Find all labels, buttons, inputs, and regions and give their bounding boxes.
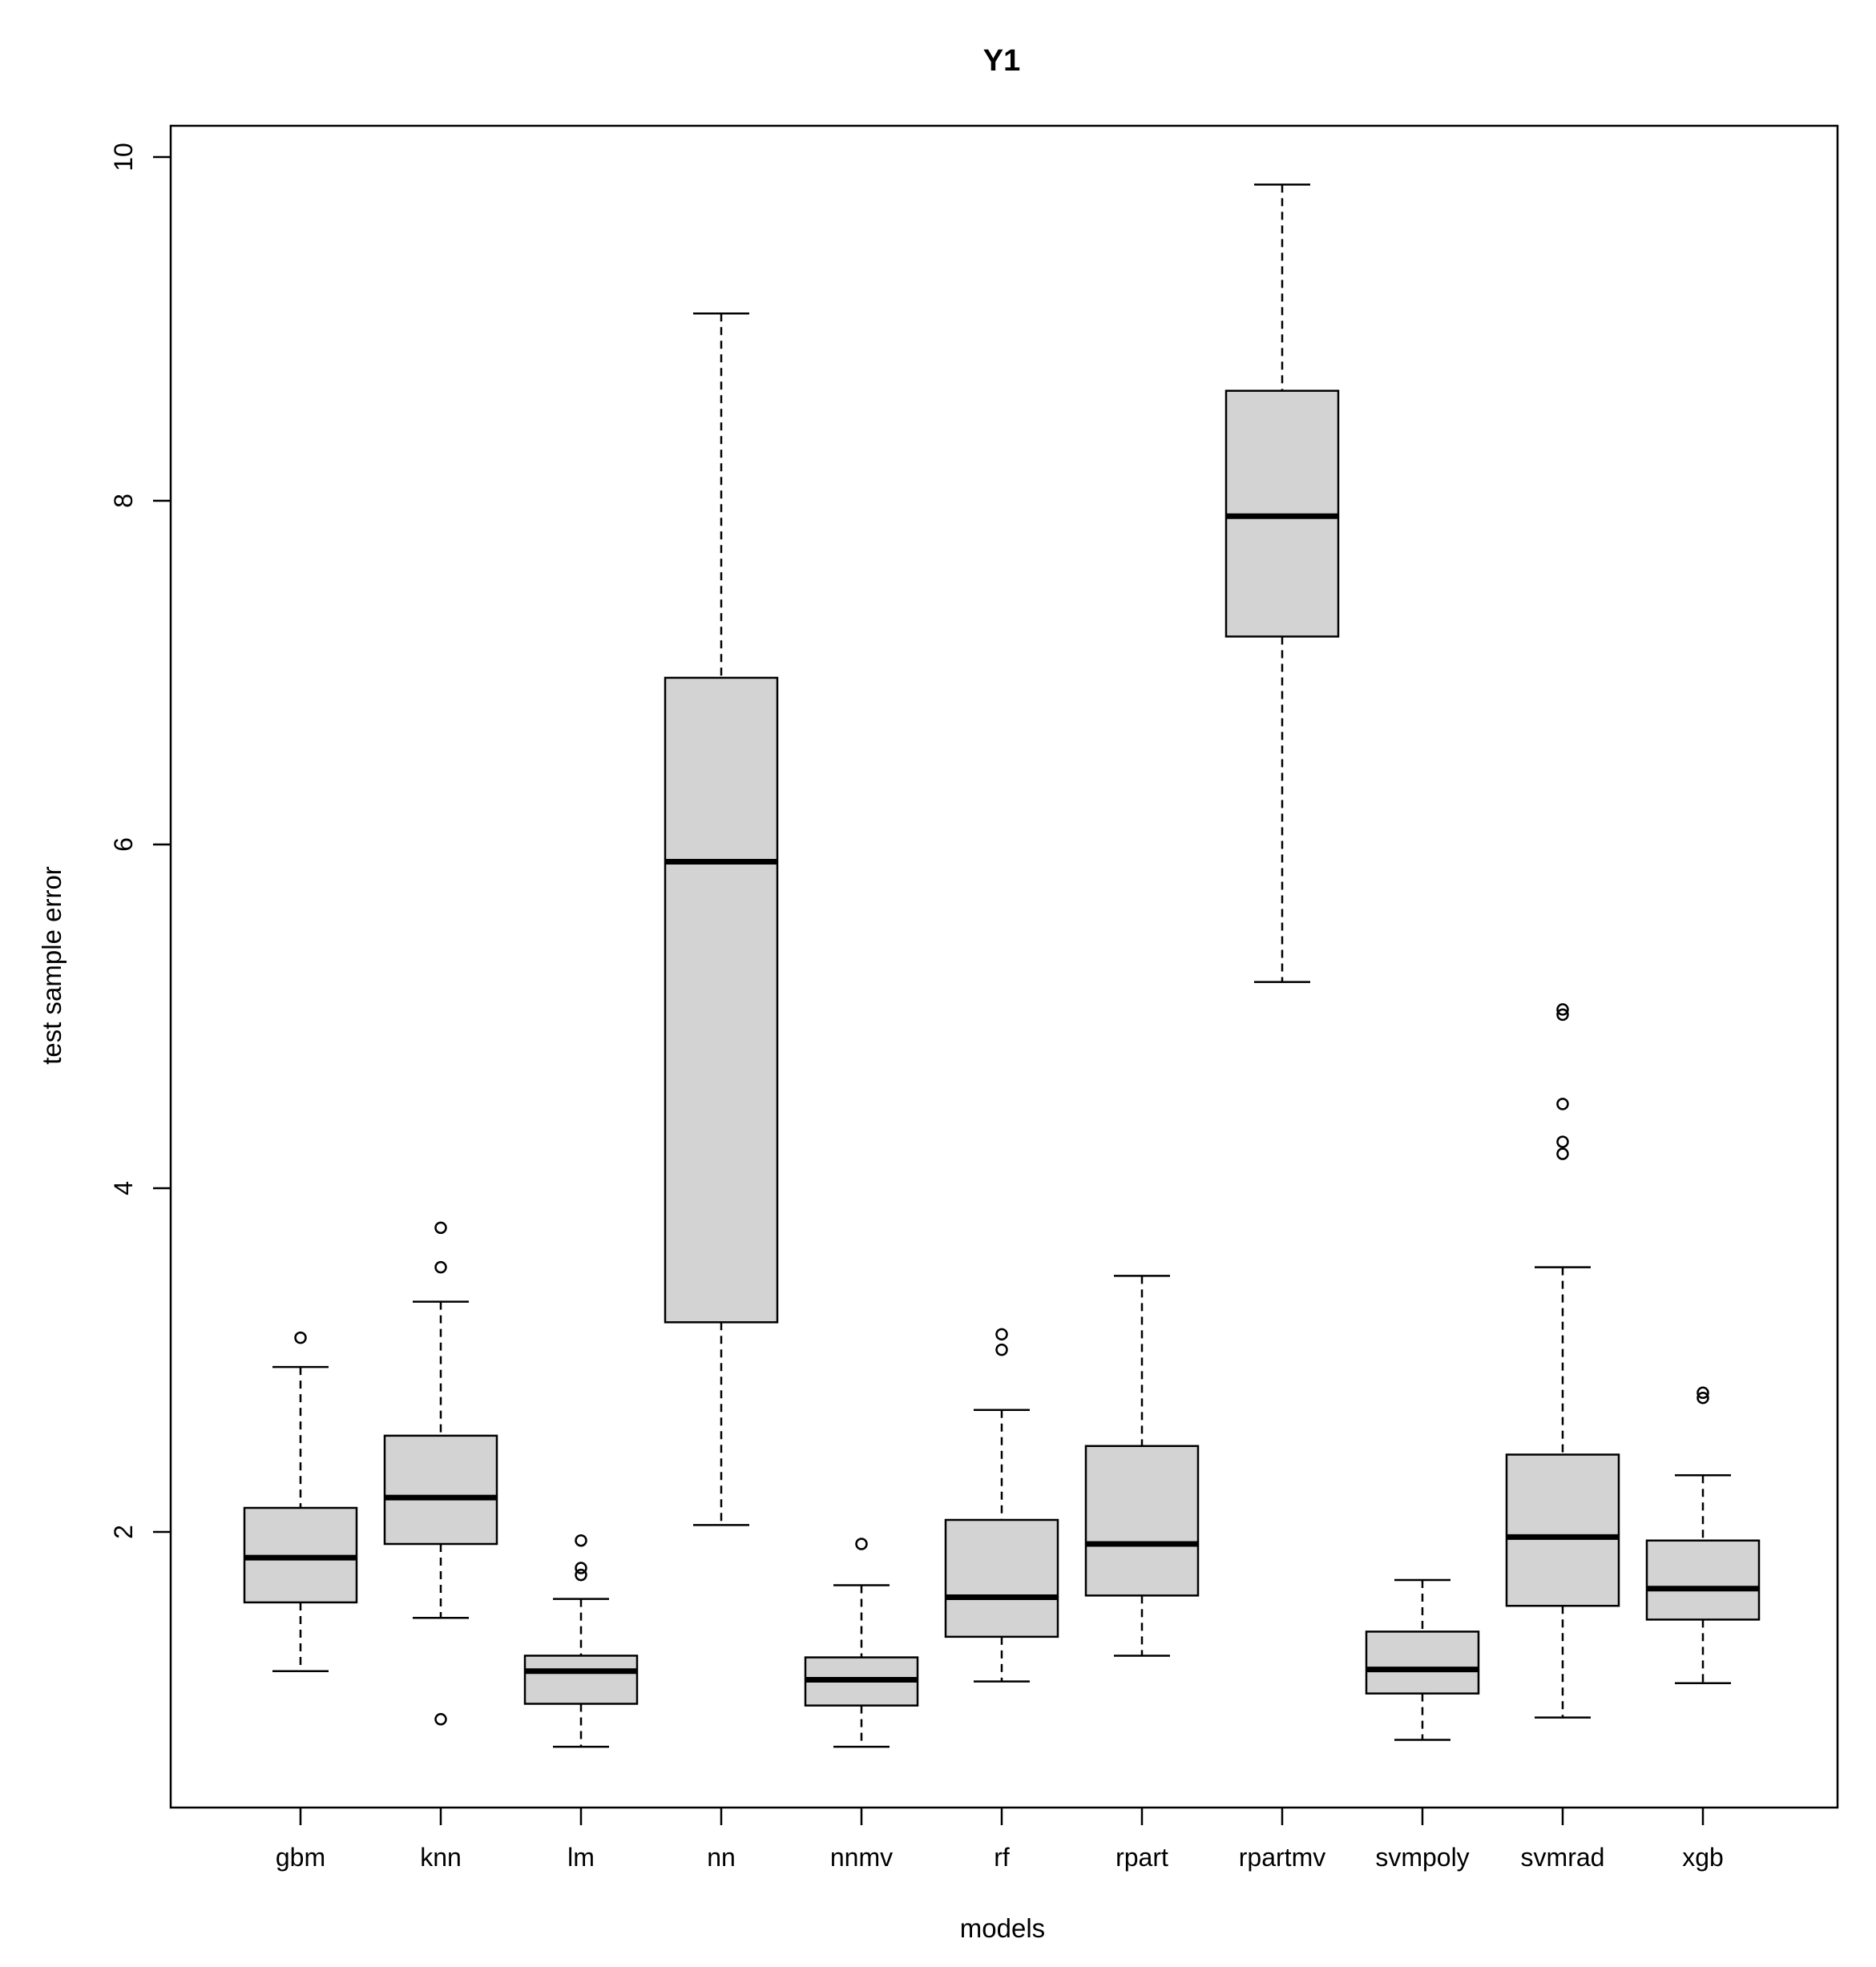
- y-tick-label: 8: [109, 494, 138, 508]
- iqr-box: [1365, 1630, 1480, 1695]
- outlier-point: [1556, 1135, 1569, 1148]
- outlier-point: [575, 1534, 587, 1547]
- x-tick-label: knn: [420, 1843, 462, 1872]
- outlier-point: [294, 1331, 307, 1344]
- outlier-point: [575, 1568, 587, 1582]
- chart-title: Y1: [983, 44, 1020, 78]
- outlier-point: [1696, 1391, 1709, 1405]
- outlier-point: [1556, 1098, 1569, 1110]
- x-tick-label: rpart: [1116, 1843, 1168, 1872]
- outlier-point: [1696, 1386, 1709, 1400]
- outlier-point: [434, 1221, 447, 1235]
- iqr-box: [1505, 1453, 1620, 1607]
- y-tick-label: 6: [109, 837, 138, 852]
- x-tick-label: gbm: [276, 1843, 325, 1872]
- boxes-layer: [243, 183, 1761, 1748]
- box-knn: [383, 1221, 498, 1726]
- box-rpart: [1084, 1275, 1200, 1657]
- x-tick-label: nnmv: [830, 1843, 893, 1872]
- iqr-box: [1084, 1445, 1200, 1597]
- box-nnmv: [804, 1538, 919, 1748]
- x-tick-label: rf: [994, 1843, 1010, 1872]
- iqr-box: [944, 1518, 1059, 1638]
- x-tick-label: svmpoly: [1375, 1843, 1469, 1872]
- x-tick-label: lm: [567, 1843, 595, 1872]
- y-tick-label: 10: [109, 143, 138, 171]
- outlier-point: [434, 1713, 447, 1726]
- x-tick-label: svmrad: [1521, 1843, 1605, 1872]
- outlier-point: [995, 1343, 1008, 1356]
- y-axis: 2 4 6 8 10: [109, 143, 171, 1539]
- outlier-point: [434, 1260, 447, 1274]
- x-axis: gbm knn lm nn nnmv rf rpart rpartmv svmpoly svmra…: [276, 1808, 1724, 1872]
- box-svmrad: [1505, 1003, 1620, 1719]
- iqr-box: [1645, 1539, 1761, 1621]
- iqr-box: [664, 676, 779, 1324]
- y-tick-label: 2: [109, 1525, 138, 1539]
- box-lm: [523, 1534, 639, 1748]
- y-tick-label: 4: [109, 1181, 138, 1195]
- box-gbm: [243, 1331, 358, 1672]
- box-nn: [664, 312, 779, 1526]
- box-rf: [944, 1328, 1059, 1683]
- x-tick-label: rpartmv: [1239, 1843, 1325, 1872]
- box-xgb: [1645, 1386, 1761, 1685]
- x-axis-label: models: [960, 1913, 1045, 1943]
- y-axis-label: test sample error: [37, 866, 67, 1065]
- box-svmpoly: [1365, 1578, 1480, 1741]
- x-tick-label: xgb: [1682, 1843, 1724, 1872]
- iqr-box: [383, 1434, 498, 1546]
- outlier-point: [1556, 1147, 1569, 1160]
- plot-frame: [169, 124, 1839, 1809]
- iqr-box: [523, 1655, 639, 1705]
- outlier-point: [855, 1538, 868, 1550]
- outlier-point: [575, 1562, 587, 1574]
- outlier-point: [995, 1328, 1008, 1341]
- box-rpartmv: [1224, 183, 1340, 983]
- outlier-point: [1556, 1003, 1569, 1016]
- x-tick-label: nn: [707, 1843, 736, 1872]
- outlier-point: [1556, 1008, 1569, 1022]
